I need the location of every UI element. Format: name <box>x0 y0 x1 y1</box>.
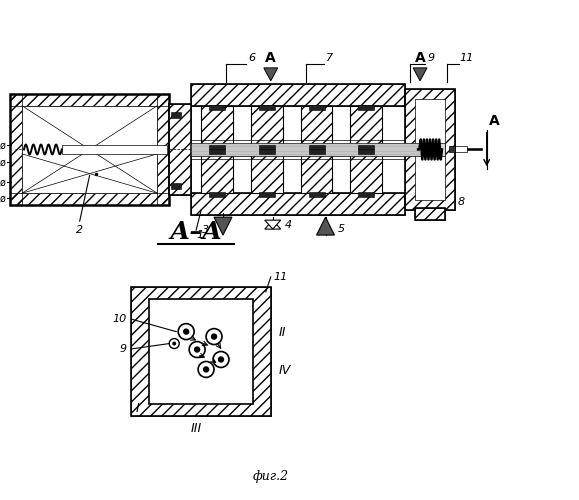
Bar <box>358 104 374 110</box>
Bar <box>350 106 382 146</box>
Polygon shape <box>265 220 281 229</box>
Bar <box>201 154 233 194</box>
Text: ø: ø <box>0 178 6 188</box>
Text: 5: 5 <box>338 224 345 234</box>
Circle shape <box>184 329 189 334</box>
Bar <box>157 94 169 205</box>
Bar <box>415 208 445 220</box>
Bar <box>358 192 374 198</box>
Bar <box>131 287 271 416</box>
Bar <box>350 106 382 146</box>
Bar <box>191 84 405 106</box>
Polygon shape <box>265 220 281 229</box>
Bar <box>259 192 275 198</box>
Bar <box>467 148 482 150</box>
Bar <box>301 106 332 146</box>
Bar <box>171 184 181 190</box>
Bar <box>301 154 332 194</box>
Text: III: III <box>190 422 201 434</box>
Text: А: А <box>265 51 276 65</box>
Circle shape <box>204 367 208 372</box>
Bar <box>209 104 225 110</box>
Bar <box>350 154 382 194</box>
Polygon shape <box>214 217 232 235</box>
Text: 1: 1 <box>196 230 203 240</box>
Text: фиг.2: фиг.2 <box>252 470 289 484</box>
Circle shape <box>172 342 176 345</box>
Bar <box>309 192 324 198</box>
Bar <box>209 144 225 150</box>
Bar <box>301 154 332 194</box>
Bar <box>209 150 225 154</box>
Text: 11: 11 <box>460 53 474 63</box>
Circle shape <box>218 357 223 362</box>
Bar <box>201 106 233 146</box>
Bar <box>191 194 405 215</box>
Bar <box>251 154 283 194</box>
Bar <box>405 89 455 210</box>
Polygon shape <box>413 68 427 81</box>
Bar <box>149 299 253 405</box>
Circle shape <box>211 334 217 339</box>
Text: 9: 9 <box>119 344 126 354</box>
Bar <box>10 94 169 205</box>
Bar <box>358 150 374 154</box>
Bar <box>309 144 324 150</box>
Bar <box>350 154 382 194</box>
Bar <box>455 146 467 152</box>
Bar <box>10 94 169 106</box>
Bar <box>201 154 233 194</box>
Bar <box>10 194 169 205</box>
Bar <box>169 104 191 196</box>
Bar <box>415 208 445 220</box>
Bar <box>201 106 233 146</box>
Text: IV: IV <box>278 364 291 378</box>
Text: 7: 7 <box>325 53 332 63</box>
Text: 8: 8 <box>458 197 465 207</box>
Bar <box>415 98 445 200</box>
Text: 10: 10 <box>112 314 126 324</box>
Bar <box>169 104 191 196</box>
Text: ø: ø <box>0 193 6 203</box>
Bar <box>191 194 405 215</box>
Text: А: А <box>415 51 426 65</box>
Bar <box>62 144 167 154</box>
Bar <box>131 287 271 416</box>
Bar <box>251 154 283 194</box>
Bar <box>259 144 275 150</box>
Text: II: II <box>278 326 286 338</box>
Text: 4: 4 <box>285 220 292 230</box>
Bar <box>449 146 455 152</box>
Bar <box>358 144 374 150</box>
Text: I: I <box>135 402 140 414</box>
Polygon shape <box>264 68 278 81</box>
Bar <box>309 104 324 110</box>
Bar <box>259 104 275 110</box>
Text: 6: 6 <box>248 53 255 63</box>
Text: 3: 3 <box>202 225 209 235</box>
Bar <box>191 84 405 106</box>
Bar <box>10 94 22 205</box>
Bar <box>171 112 181 117</box>
Text: 11: 11 <box>274 272 288 282</box>
Bar <box>259 150 275 154</box>
Text: 2: 2 <box>76 225 83 235</box>
Bar <box>209 192 225 198</box>
Text: А–А: А–А <box>170 220 223 244</box>
Circle shape <box>195 347 200 352</box>
Bar <box>309 150 324 154</box>
Bar <box>191 142 445 156</box>
Text: 9: 9 <box>427 53 434 63</box>
Bar <box>251 106 283 146</box>
Text: А: А <box>489 114 500 128</box>
Bar <box>251 106 283 146</box>
Bar <box>22 106 157 194</box>
Text: ø: ø <box>0 140 6 150</box>
Polygon shape <box>317 217 335 235</box>
Bar <box>301 106 332 146</box>
Bar <box>405 89 455 210</box>
Text: ø: ø <box>0 158 6 168</box>
